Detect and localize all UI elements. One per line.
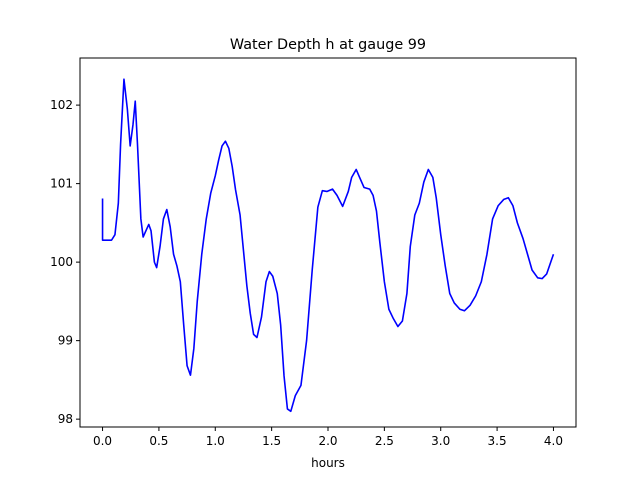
- x-tick-label: 0.0: [93, 434, 112, 448]
- x-tick-label: 2.5: [375, 434, 394, 448]
- x-axis: 0.0 0.5 1.0 1.5 2.0 2.5 3.0 3.5 4.0: [93, 427, 563, 448]
- y-tick-label: 99: [58, 334, 73, 348]
- x-tick-label: 1.0: [206, 434, 225, 448]
- x-tick-label: 2.0: [318, 434, 337, 448]
- axes-frame: [79, 57, 577, 428]
- x-tick-label: 3.5: [488, 434, 507, 448]
- x-tick-label: 3.0: [431, 434, 450, 448]
- y-tick-label: 98: [58, 412, 73, 426]
- plot-area: [79, 57, 577, 428]
- x-axis-label: hours: [311, 456, 345, 470]
- x-tick-label: 4.0: [544, 434, 563, 448]
- x-tick-label: 1.5: [262, 434, 281, 448]
- y-tick-label: 101: [50, 177, 73, 191]
- chart-title: Water Depth h at gauge 99: [230, 37, 426, 53]
- y-tick-label: 102: [50, 98, 73, 112]
- x-tick-label: 0.5: [149, 434, 168, 448]
- y-tick-label: 100: [50, 255, 73, 269]
- y-axis: 98 99 100 101 102: [50, 98, 80, 426]
- water-depth-series-line: [101, 78, 555, 413]
